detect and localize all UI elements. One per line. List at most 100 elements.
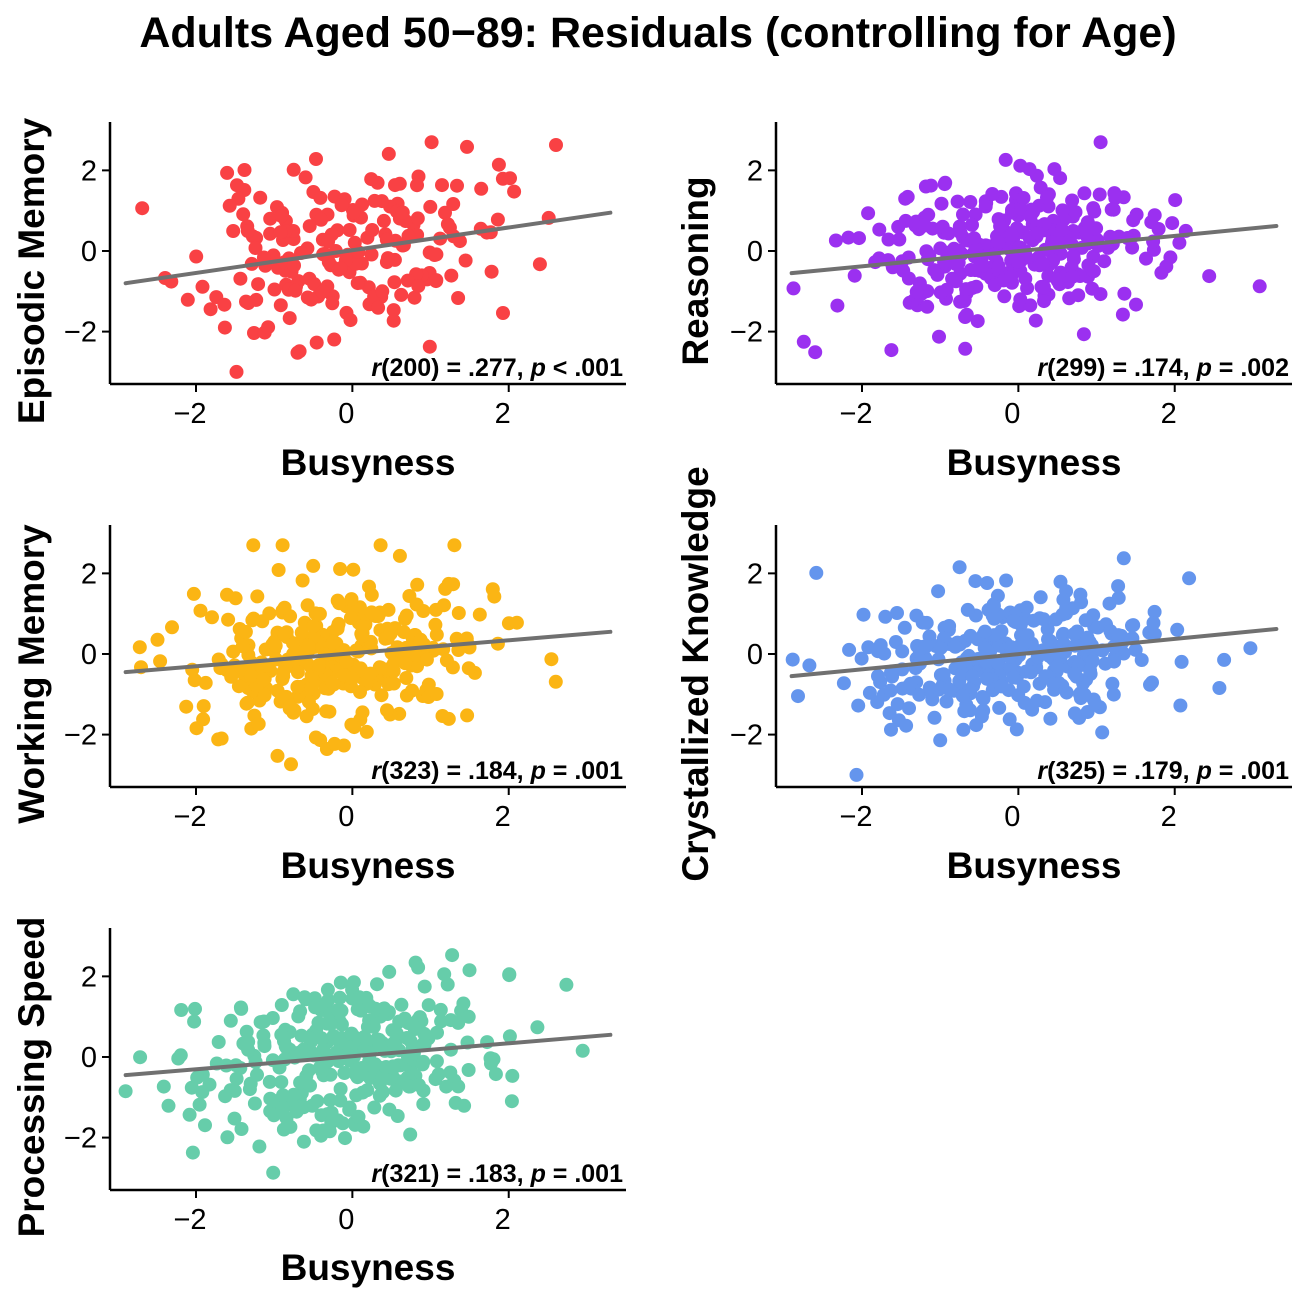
data-point	[445, 660, 460, 675]
data-point	[251, 277, 266, 292]
data-point	[438, 205, 452, 220]
data-point	[485, 582, 500, 597]
data-point	[300, 598, 315, 613]
data-point	[367, 193, 382, 208]
data-point	[890, 606, 904, 620]
data-point	[830, 298, 845, 313]
data-point	[851, 698, 866, 713]
x-tick-label: 2	[1161, 801, 1177, 833]
data-point	[409, 597, 424, 612]
data-point	[320, 982, 335, 997]
data-point	[1067, 666, 1082, 681]
data-point	[429, 687, 444, 701]
data-point	[353, 685, 367, 699]
data-point	[1080, 215, 1095, 230]
x-tick-label: −2	[173, 398, 206, 430]
data-point	[1151, 222, 1166, 236]
data-point	[898, 191, 913, 206]
data-point	[1065, 193, 1080, 208]
data-point	[847, 268, 862, 283]
data-point	[437, 967, 452, 982]
data-point	[959, 307, 974, 322]
data-point	[933, 285, 948, 300]
data-point	[355, 628, 370, 643]
data-point	[195, 279, 210, 294]
stat-annotation: r(325) = .179, p = .001	[1037, 757, 1289, 785]
data-point	[417, 979, 432, 994]
data-point	[312, 658, 326, 673]
data-point	[205, 610, 219, 625]
data-point	[290, 665, 305, 680]
data-point	[241, 1034, 256, 1049]
data-point	[474, 181, 489, 196]
data-point	[1022, 162, 1037, 177]
data-point	[1055, 203, 1070, 218]
data-point	[274, 998, 289, 1012]
data-point	[1031, 226, 1045, 241]
stat-r-value: = .183,	[440, 1160, 531, 1188]
data-point	[532, 257, 547, 272]
x-tick-label: 2	[1161, 398, 1177, 430]
y-tick-label: −2	[730, 317, 763, 349]
data-point	[435, 709, 450, 723]
data-point	[221, 612, 236, 627]
data-point	[1076, 327, 1091, 342]
data-point	[428, 1072, 443, 1087]
data-point	[437, 598, 451, 613]
data-point	[220, 165, 235, 180]
data-point	[234, 1001, 249, 1016]
data-point	[395, 205, 410, 220]
data-point	[1085, 281, 1100, 296]
data-point	[351, 1068, 366, 1083]
data-point	[276, 665, 291, 680]
x-tick-label: 0	[338, 398, 354, 430]
data-point	[193, 603, 208, 618]
stat-r-value: = .179,	[1106, 757, 1197, 785]
data-point	[559, 977, 574, 992]
data-point	[222, 198, 237, 213]
data-point	[359, 724, 374, 739]
data-point	[548, 674, 563, 689]
data-point	[1004, 269, 1019, 284]
data-point	[884, 665, 898, 680]
stat-df: (200)	[381, 354, 439, 382]
data-point	[399, 671, 414, 685]
data-point	[314, 212, 329, 227]
y-tick-label: 2	[81, 155, 97, 187]
data-point	[549, 138, 563, 152]
data-point	[1202, 269, 1217, 284]
data-point	[224, 669, 239, 684]
x-tick-label: 2	[495, 801, 511, 833]
data-point	[250, 589, 265, 604]
data-point	[278, 1039, 293, 1054]
data-point	[544, 652, 559, 667]
data-point	[952, 560, 967, 575]
data-point	[1002, 712, 1017, 727]
data-point	[364, 247, 379, 262]
data-point	[963, 195, 978, 209]
fit-line	[123, 210, 613, 286]
data-point	[1055, 222, 1070, 237]
y-tick-label: −2	[730, 720, 763, 752]
fit-line	[789, 223, 1279, 276]
data-point	[226, 644, 241, 659]
data-point	[165, 620, 179, 635]
data-point	[350, 276, 365, 291]
data-point	[286, 636, 300, 651]
data-point	[234, 1122, 249, 1136]
data-point	[400, 273, 415, 288]
data-point	[1217, 652, 1232, 667]
data-point	[1023, 209, 1038, 224]
data-point	[920, 299, 935, 314]
data-point	[284, 757, 298, 772]
data-point	[386, 303, 401, 318]
data-point	[211, 732, 226, 747]
data-point	[1010, 254, 1025, 269]
data-point	[241, 296, 256, 310]
data-point	[1129, 297, 1143, 312]
y-axis-title: Crystallized Knowledge	[675, 466, 716, 881]
data-point	[1016, 191, 1031, 205]
data-point	[1174, 654, 1189, 669]
y-tick-label: −2	[64, 720, 97, 752]
data-point	[386, 313, 401, 328]
